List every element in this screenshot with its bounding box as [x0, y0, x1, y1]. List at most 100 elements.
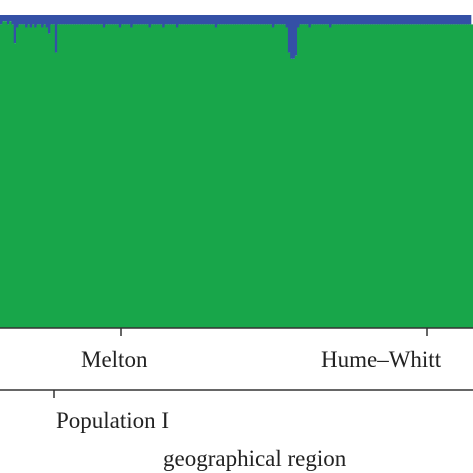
- bar-segment-blue: [191, 15, 195, 25]
- bar-segment-blue: [127, 15, 131, 25]
- bar-segment-green: [52, 24, 56, 328]
- bar-segment-green: [230, 24, 234, 328]
- bar-segment-green: [4, 21, 8, 328]
- bar-segment-green: [431, 24, 435, 328]
- bar-segment-blue: [210, 15, 214, 25]
- bar-segment-green: [25, 27, 29, 329]
- bar-segment-green: [191, 24, 195, 328]
- bar-segment-green: [438, 24, 442, 328]
- bar-segment-green: [274, 24, 278, 328]
- bar-segment-green: [31, 24, 35, 328]
- bar-segment-green: [169, 24, 172, 328]
- bar-segment-green: [253, 24, 257, 328]
- bar-segment-blue: [63, 15, 67, 25]
- bar-segment-blue: [322, 15, 326, 25]
- bar-segment-blue: [429, 15, 433, 25]
- bar-segment-blue: [246, 15, 250, 25]
- bar-segment-blue: [438, 15, 442, 25]
- bar-segment-blue: [340, 15, 344, 25]
- bar-segment-green: [383, 24, 387, 328]
- bar-segment-blue: [260, 15, 264, 25]
- bar-segment-blue: [68, 15, 72, 25]
- bar-segment-green: [338, 24, 342, 328]
- bar-segment-blue: [415, 15, 419, 25]
- bar-segment-green: [198, 24, 202, 328]
- bar-segment-green: [150, 24, 154, 328]
- bar-segment-green: [315, 24, 319, 328]
- bar-segment-green: [308, 27, 312, 329]
- bar-segment-blue: [141, 15, 145, 25]
- bar-segment-blue: [454, 15, 458, 25]
- bar-segment-green: [13, 43, 17, 329]
- bar-segment-green: [329, 27, 332, 329]
- bar-segment-green: [258, 24, 262, 328]
- bar-segment-green: [47, 33, 51, 328]
- bar-segment-green: [461, 24, 465, 328]
- bar-segment-green: [205, 24, 209, 328]
- bar-segment-blue: [363, 15, 367, 25]
- bar-segment-green: [358, 24, 362, 328]
- bar-segment-green: [283, 24, 287, 328]
- bar-segment-green: [175, 27, 179, 329]
- x-tick-label-hume-whitt: Hume–Whitt: [321, 347, 442, 372]
- bar-segment-blue: [461, 15, 465, 25]
- bar-segment-green: [301, 24, 305, 328]
- bar-segment-green: [201, 24, 204, 328]
- bar-segment-blue: [281, 15, 284, 25]
- bar-segment-blue: [130, 15, 134, 28]
- bar-segment-green: [347, 24, 351, 328]
- bar-segment-blue: [372, 15, 376, 25]
- bar-segment-green: [265, 24, 268, 328]
- bar-segment-green: [57, 24, 61, 328]
- bar-segment-green: [235, 24, 239, 328]
- bar-segment-blue: [29, 15, 33, 28]
- bar-segment-blue: [148, 15, 152, 28]
- bar-segment-green: [226, 24, 230, 328]
- bar-segment-blue: [221, 15, 225, 25]
- bar-segment-blue: [436, 15, 440, 25]
- bar-segment-blue: [267, 15, 271, 25]
- bar-segment-green: [27, 24, 31, 328]
- bar-segment-green: [267, 24, 271, 328]
- bar-segment-blue: [310, 15, 314, 25]
- bar-segment-blue: [383, 15, 387, 25]
- bar-segment-green: [91, 24, 95, 328]
- bar-segment-blue: [47, 15, 51, 34]
- bar-segment-green: [381, 24, 385, 328]
- bar-segment-green: [466, 24, 470, 328]
- bar-segment-blue: [111, 15, 115, 25]
- bar-segment-blue: [253, 15, 257, 25]
- bar-segment-blue: [370, 15, 374, 25]
- bar-segment-green: [276, 24, 280, 328]
- bar-segment-green: [34, 27, 38, 329]
- bar-segment-blue: [409, 15, 412, 25]
- bar-segment-blue: [294, 15, 298, 56]
- bar-segment-blue: [118, 15, 122, 28]
- bar-segment-blue: [203, 15, 207, 25]
- bar-segment-blue: [338, 15, 342, 25]
- bar-segment-green: [409, 24, 412, 328]
- bar-segment-blue: [239, 15, 243, 25]
- bar-segment-blue: [6, 15, 10, 25]
- bar-segment-blue: [15, 15, 19, 28]
- bar-segment-blue: [18, 15, 22, 25]
- bar-segment-green: [287, 52, 291, 329]
- bar-segment-green: [22, 24, 26, 328]
- bar-segment-green: [242, 24, 246, 328]
- bar-segment-green: [468, 24, 472, 328]
- bar-segment-blue: [0, 15, 3, 25]
- bar-segment-blue: [335, 15, 339, 25]
- bar-segment-blue: [162, 15, 166, 28]
- bar-segment-blue: [43, 15, 47, 25]
- bar-segment-blue: [214, 15, 218, 28]
- bar-segment-green: [114, 24, 118, 328]
- bar-segment-green: [404, 24, 408, 328]
- bar-segment-green: [450, 24, 454, 328]
- bar-segment-green: [331, 24, 335, 328]
- bar-segment-blue: [82, 15, 86, 25]
- bar-segment-blue: [139, 15, 143, 25]
- bar-segment-green: [310, 24, 314, 328]
- bar-segment-blue: [431, 15, 435, 25]
- bar-segment-green: [166, 24, 170, 328]
